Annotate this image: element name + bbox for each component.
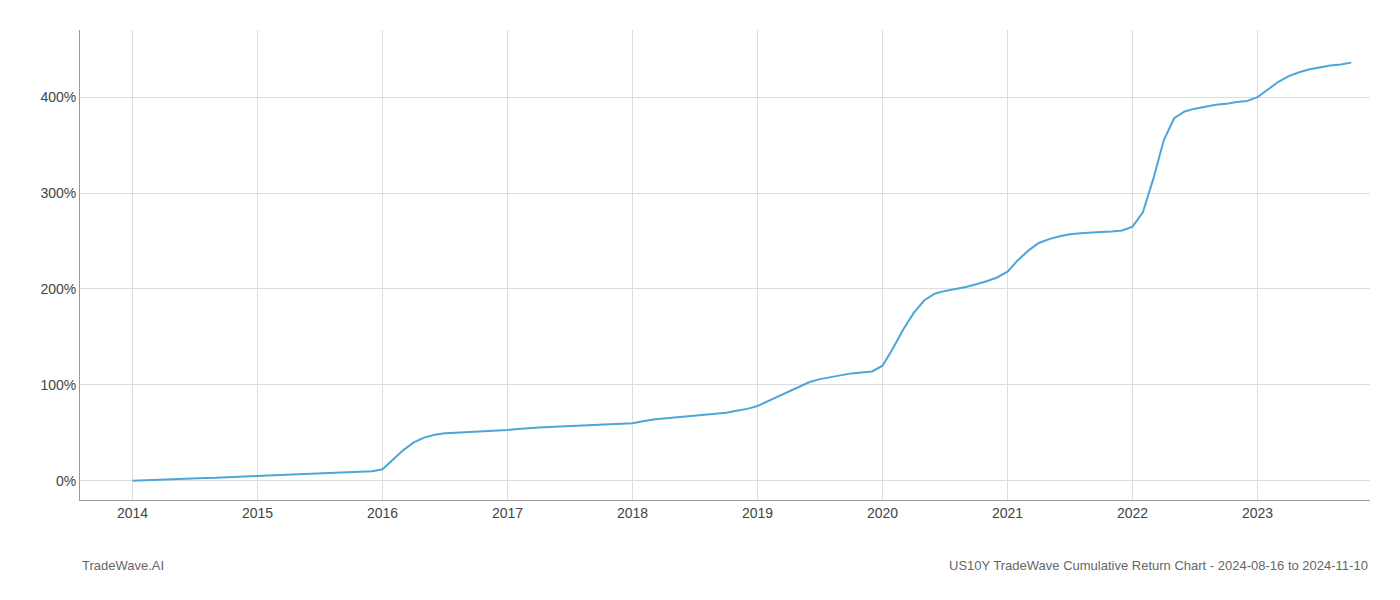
svg-text:2018: 2018 bbox=[617, 505, 648, 521]
svg-text:TradeWave.AI: TradeWave.AI bbox=[82, 558, 164, 573]
svg-text:US10Y TradeWave Cumulative Ret: US10Y TradeWave Cumulative Return Chart … bbox=[949, 558, 1368, 573]
svg-text:2017: 2017 bbox=[492, 505, 523, 521]
svg-text:2014: 2014 bbox=[117, 505, 148, 521]
svg-text:400%: 400% bbox=[40, 89, 76, 105]
svg-text:2019: 2019 bbox=[742, 505, 773, 521]
svg-text:300%: 300% bbox=[40, 185, 76, 201]
svg-text:2023: 2023 bbox=[1242, 505, 1273, 521]
svg-text:2021: 2021 bbox=[992, 505, 1023, 521]
svg-text:2022: 2022 bbox=[1117, 505, 1148, 521]
svg-text:2015: 2015 bbox=[242, 505, 273, 521]
svg-text:2016: 2016 bbox=[367, 505, 398, 521]
svg-text:0%: 0% bbox=[56, 473, 76, 489]
svg-text:2020: 2020 bbox=[867, 505, 898, 521]
svg-text:200%: 200% bbox=[40, 281, 76, 297]
svg-text:100%: 100% bbox=[40, 377, 76, 393]
